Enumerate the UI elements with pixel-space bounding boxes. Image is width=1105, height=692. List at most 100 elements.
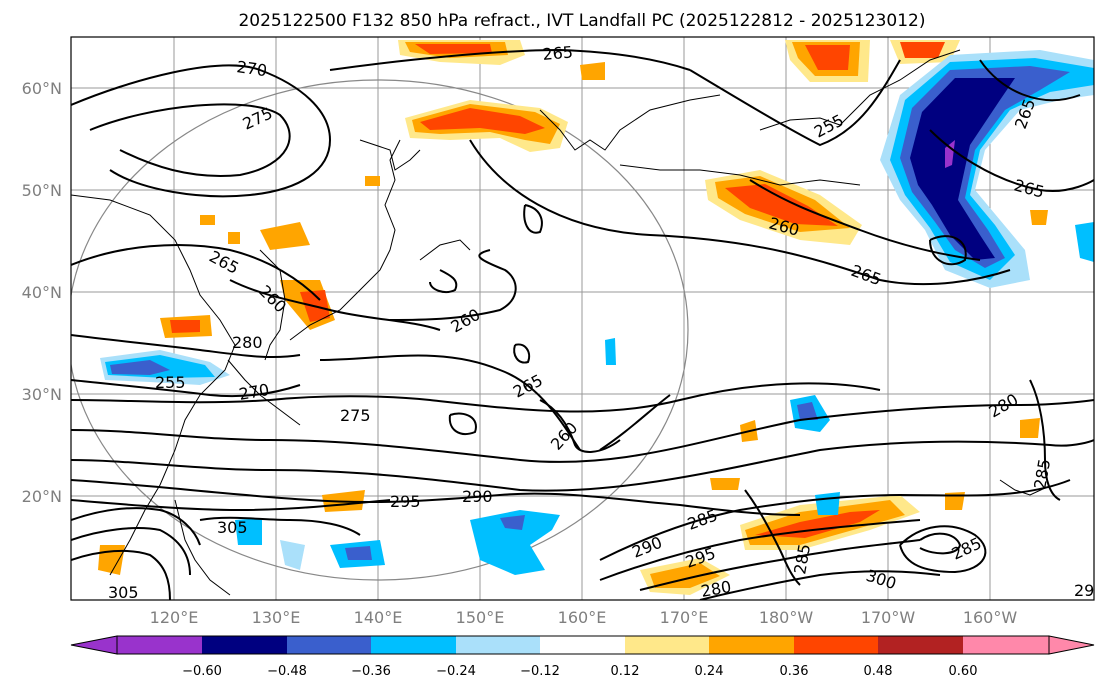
colorbar: −0.60 −0.48 −0.36 −0.24 −0.12 0.12 0.24 … [70, 635, 1095, 679]
contour-label-29-edge: 29 [1074, 581, 1094, 600]
lat-label-50n: 50°N [22, 181, 62, 200]
contour-label-295: 295 [390, 492, 421, 511]
contour-290-se-closed [919, 532, 962, 555]
patch-subtropical-blue [815, 492, 840, 515]
patch-northeast-core [900, 42, 945, 58]
lon-label-130e: 130°E [252, 608, 301, 627]
contour-260-east-japan [389, 249, 517, 321]
patch-aleutian-core [725, 184, 838, 226]
contour-label-280-korea: 280 [232, 333, 263, 352]
positive-anomaly-patches [98, 40, 1048, 595]
contour-small-closed-c [513, 343, 531, 364]
patch-manchuria-small [200, 215, 215, 225]
lon-label-120e: 120°E [150, 608, 199, 627]
colorbar-bin-9 [878, 636, 963, 654]
contour-295 [71, 499, 391, 512]
contour-small-closed-d [448, 412, 477, 435]
contour-265-central [319, 354, 581, 451]
patch-south-central [650, 563, 720, 588]
patch-okhotsk-small [365, 176, 380, 186]
contour-255-ne [689, 59, 901, 147]
contour-small-closed-e [929, 235, 967, 266]
contour-275-nw [89, 103, 291, 177]
longitude-labels: 120°E 130°E 140°E 150°E 160°E 170°E 180°… [150, 608, 1018, 627]
contour-label-305-philippines: 305 [217, 518, 248, 537]
colorbar-bin-4 [456, 636, 540, 654]
contour-265-east [929, 129, 1094, 193]
colorbar-tick-label: −0.48 [267, 664, 307, 679]
latitude-labels: 20°N 30°N 40°N 50°N 60°N [22, 79, 62, 506]
patch-east-subtropical [945, 492, 965, 510]
contour-300 [699, 570, 941, 600]
colorbar-tick-label: −0.12 [520, 664, 560, 679]
coastline-sakhalin [359, 139, 421, 171]
colorbar-tick-label: 0.36 [780, 664, 809, 679]
contour-280-east [71, 399, 1094, 463]
patch-gulf-alaska-min [945, 140, 955, 168]
contour-label-255-china: 255 [155, 373, 186, 392]
contour-285-vertical [744, 489, 801, 586]
contour-label-280-south: 280 [699, 577, 732, 601]
lat-label-40n: 40°N [22, 283, 62, 302]
colorbar-tick-label: −0.36 [351, 664, 391, 679]
colorbar-bin-neutral [540, 636, 625, 654]
colorbar-tick-label: 0.24 [695, 664, 724, 679]
contour-260-ne [749, 179, 981, 261]
contour-285-east [71, 439, 1094, 492]
colorbar-bin-6 [625, 636, 709, 654]
patch-central-blue-core [797, 402, 818, 420]
colorbar-bin-under [70, 635, 118, 655]
patch-central-sliver [605, 338, 616, 365]
contour-label-265-north: 265 [542, 42, 574, 64]
patch-gulf-alaska-core [910, 78, 1015, 260]
patch-east-small [1030, 210, 1048, 225]
coastline-philippines [174, 499, 231, 596]
coastline-aleutians [619, 164, 861, 186]
negative-anomaly-patches [100, 50, 1094, 575]
patch-subtropical-core [755, 510, 880, 538]
contour-label-275-central: 275 [340, 406, 371, 425]
colorbar-tick-label: 0.60 [949, 664, 978, 679]
patch-south-japan-core [345, 546, 372, 560]
lon-label-160e: 160°E [558, 608, 607, 627]
coastline-japan [289, 139, 401, 341]
lon-label-170w: 170°W [861, 608, 916, 627]
contour-290-south [599, 519, 921, 581]
lat-label-20n: 20°N [22, 487, 62, 506]
contour-270-nw [71, 64, 332, 198]
colorbar-bin-1 [202, 636, 287, 654]
patch-okhotsk-core [420, 108, 545, 134]
coastline-kamchatka [539, 94, 721, 151]
patch-philippines-blue [235, 518, 262, 545]
contour-255-china [71, 334, 301, 359]
contour-small-closed-a [429, 269, 458, 293]
colorbar-frame [116, 635, 1050, 655]
colorbar-bin-over [1048, 635, 1095, 655]
colorbar-tick-label: −0.24 [436, 664, 476, 679]
colorbar-bin-2 [287, 636, 371, 654]
contour-265-far-ne [979, 59, 1081, 102]
lat-label-30n: 30°N [22, 385, 62, 404]
patch-korea-north [260, 222, 310, 250]
refractivity-contours [71, 48, 1094, 600]
contour-275-central [71, 382, 881, 413]
coastline-korea [259, 249, 286, 361]
contour-label-270-nw: 270 [235, 57, 268, 80]
contour-310-sw [71, 549, 171, 600]
coastline-kurils [419, 239, 471, 261]
distance-ring [71, 79, 689, 581]
colorbar-bin-over-rect [963, 636, 1049, 654]
contour-285-se-closed [899, 525, 987, 574]
contour-265-north [329, 48, 691, 71]
lon-label-170e: 170°E [660, 608, 709, 627]
figure-title: 2025122500 F132 850 hPa refract., IVT La… [238, 11, 925, 31]
patch-kamchatka-small [580, 62, 605, 80]
colorbar-ticks: −0.60 −0.48 −0.36 −0.24 −0.12 0.12 0.24 … [182, 664, 977, 679]
contour-300-sw [71, 507, 201, 546]
contour-290 [71, 479, 801, 516]
contour-260-japan [229, 279, 441, 331]
patch-china-coast-core [170, 320, 200, 333]
contour-small-closed-b [523, 204, 543, 234]
contour-285-south [599, 479, 1071, 561]
